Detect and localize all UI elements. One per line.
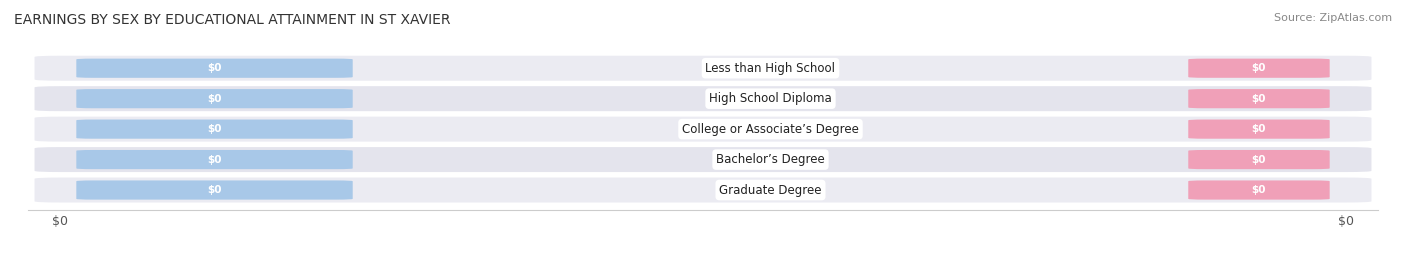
Text: $0: $0 xyxy=(1251,124,1267,134)
FancyBboxPatch shape xyxy=(76,89,353,108)
Text: College or Associate’s Degree: College or Associate’s Degree xyxy=(682,123,859,136)
FancyBboxPatch shape xyxy=(1188,89,1330,108)
FancyBboxPatch shape xyxy=(1188,180,1330,200)
Text: $0: $0 xyxy=(207,155,222,165)
Text: $0: $0 xyxy=(207,94,222,104)
Text: Graduate Degree: Graduate Degree xyxy=(720,183,821,197)
FancyBboxPatch shape xyxy=(35,117,1371,141)
Text: High School Diploma: High School Diploma xyxy=(709,92,832,105)
Text: EARNINGS BY SEX BY EDUCATIONAL ATTAINMENT IN ST XAVIER: EARNINGS BY SEX BY EDUCATIONAL ATTAINMEN… xyxy=(14,13,450,27)
FancyBboxPatch shape xyxy=(1188,119,1330,139)
Text: Bachelor’s Degree: Bachelor’s Degree xyxy=(716,153,825,166)
FancyBboxPatch shape xyxy=(1188,150,1330,169)
FancyBboxPatch shape xyxy=(76,150,353,169)
FancyBboxPatch shape xyxy=(76,119,353,139)
Text: Less than High School: Less than High School xyxy=(706,62,835,75)
FancyBboxPatch shape xyxy=(35,147,1371,172)
Text: $0: $0 xyxy=(1251,94,1267,104)
Text: $0: $0 xyxy=(207,63,222,73)
Text: $0: $0 xyxy=(207,124,222,134)
Text: $0: $0 xyxy=(1251,185,1267,195)
FancyBboxPatch shape xyxy=(76,59,353,78)
FancyBboxPatch shape xyxy=(35,56,1371,81)
FancyBboxPatch shape xyxy=(1188,59,1330,78)
Text: $0: $0 xyxy=(1251,155,1267,165)
FancyBboxPatch shape xyxy=(35,86,1371,111)
FancyBboxPatch shape xyxy=(76,180,353,200)
Text: Source: ZipAtlas.com: Source: ZipAtlas.com xyxy=(1274,13,1392,23)
Text: $0: $0 xyxy=(1251,63,1267,73)
Legend: Male, Female: Male, Female xyxy=(630,264,776,269)
Text: $0: $0 xyxy=(207,185,222,195)
FancyBboxPatch shape xyxy=(35,178,1371,203)
